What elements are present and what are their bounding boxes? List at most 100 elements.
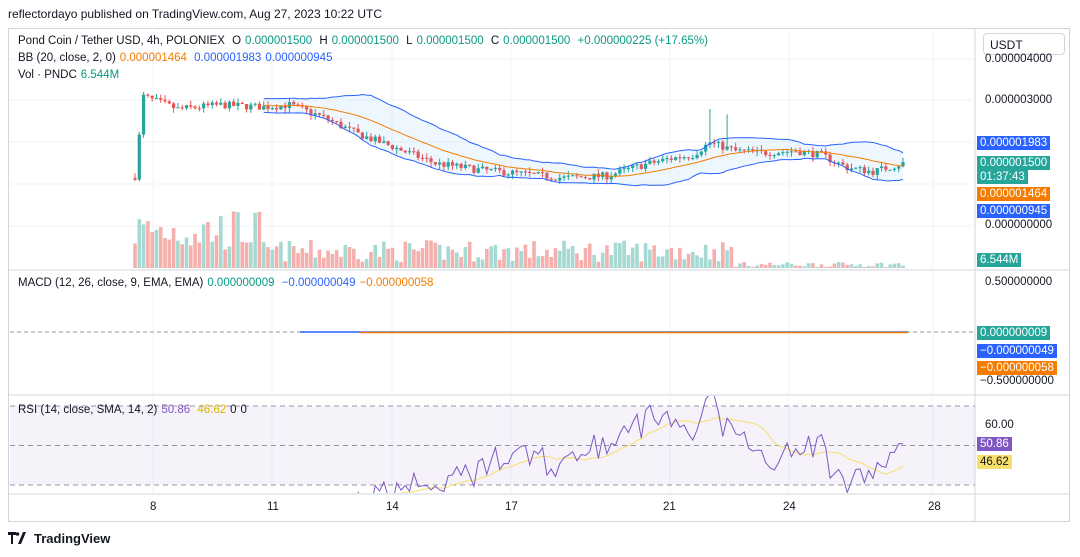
- rsi-tag: 50.86: [977, 437, 1012, 451]
- candle-body: [373, 136, 377, 142]
- candle-body: [879, 166, 884, 169]
- candle-body: [180, 107, 184, 109]
- candle-body: [266, 105, 270, 110]
- volume-bar: [304, 252, 309, 268]
- candle-body: [193, 106, 197, 109]
- candle-body: [176, 107, 180, 109]
- candle-body: [648, 160, 652, 164]
- volume-bar: [660, 256, 665, 268]
- candle-body: [382, 141, 386, 143]
- volume-bar: [811, 263, 815, 268]
- candle-body: [519, 171, 523, 173]
- volume-bar: [716, 261, 721, 268]
- volume-bar: [733, 266, 738, 268]
- candle-body: [317, 113, 322, 115]
- volume-bar: [540, 255, 545, 268]
- volume-bar: [146, 221, 150, 268]
- tradingview-footer[interactable]: TradingView: [8, 531, 110, 547]
- volume-bar: [858, 264, 862, 268]
- volume-bar: [369, 251, 373, 268]
- volume-bar: [793, 265, 798, 268]
- countdown-tag: 01:37:43: [977, 170, 1028, 184]
- volume-bar: [497, 259, 502, 268]
- volume-bar: [836, 262, 841, 268]
- candle-body: [549, 178, 553, 180]
- candle-body: [626, 167, 631, 169]
- time-tick: 11: [267, 501, 279, 513]
- currency-button[interactable]: USDT: [983, 33, 1065, 55]
- volume-bar: [557, 250, 562, 268]
- volume-bar: [437, 244, 442, 268]
- candle-body: [643, 163, 648, 169]
- macd-legend: MACD (12, 26, close, 9, EMA, EMA) 0.00000…: [18, 277, 434, 289]
- volume-bar: [321, 257, 326, 268]
- candle-body: [296, 104, 300, 106]
- volume-bar: [678, 247, 682, 268]
- candle-body: [438, 162, 442, 165]
- candle-body: [407, 151, 412, 153]
- volume-bar: [270, 249, 275, 268]
- candle-body: [725, 146, 729, 150]
- candle-body: [386, 141, 390, 146]
- candle-body: [227, 101, 231, 109]
- candle-body: [545, 172, 549, 179]
- candle-body: [137, 134, 141, 180]
- volume-bar: [489, 246, 493, 268]
- volume-bar: [802, 266, 807, 268]
- rsi-line: [357, 396, 904, 493]
- candle-body: [244, 104, 249, 110]
- candle-body: [575, 175, 579, 177]
- volume-bar: [343, 244, 348, 268]
- candle-body: [274, 108, 279, 110]
- candle-body: [309, 109, 313, 116]
- volume-bar: [635, 243, 639, 268]
- candle-body: [150, 95, 154, 99]
- volume-bar: [240, 241, 245, 268]
- volume-bar: [815, 266, 819, 268]
- volume-bar: [141, 224, 146, 268]
- candle-body: [742, 149, 746, 151]
- volume-bar: [695, 255, 699, 268]
- candle-body: [356, 128, 360, 133]
- rsi-tick: 60.00: [985, 419, 1014, 431]
- volume-bar: [755, 265, 759, 268]
- candle-body: [442, 162, 446, 167]
- volume-bar: [317, 249, 322, 268]
- candle-body: [202, 103, 206, 109]
- volume-bar: [176, 240, 180, 268]
- volume-bar: [364, 259, 369, 268]
- volume-bar: [828, 266, 832, 268]
- time-tick: 14: [386, 501, 399, 513]
- volume-bar: [759, 263, 764, 268]
- candle-body: [858, 167, 862, 169]
- candle-body: [631, 165, 635, 168]
- volume-bar: [669, 248, 674, 268]
- candle-body: [326, 115, 330, 120]
- volume-bar: [630, 247, 635, 268]
- volume-bar: [261, 242, 266, 268]
- volume-bar: [738, 263, 742, 268]
- candle-body: [223, 102, 227, 109]
- time-tick: 28: [928, 501, 941, 513]
- candle-body: [849, 168, 854, 171]
- volume-bar: [613, 242, 618, 268]
- volume-bar: [665, 249, 669, 268]
- volume-bar: [699, 257, 704, 268]
- candle-body: [579, 176, 583, 178]
- candle-body: [613, 173, 618, 177]
- candle-body: [892, 168, 897, 170]
- volume-bar: [823, 266, 828, 268]
- time-tick: 17: [505, 501, 518, 513]
- candle-body: [682, 157, 686, 159]
- volume-bar: [450, 249, 455, 268]
- candle-body: [781, 152, 785, 154]
- volume-bar: [394, 260, 399, 268]
- volume-bar: [596, 261, 601, 268]
- volume-bar: [300, 248, 305, 268]
- volume-bar: [527, 257, 532, 268]
- candle-body: [189, 105, 193, 107]
- candle-body: [146, 94, 150, 96]
- candle-body: [635, 164, 639, 166]
- volume-bar: [244, 242, 249, 268]
